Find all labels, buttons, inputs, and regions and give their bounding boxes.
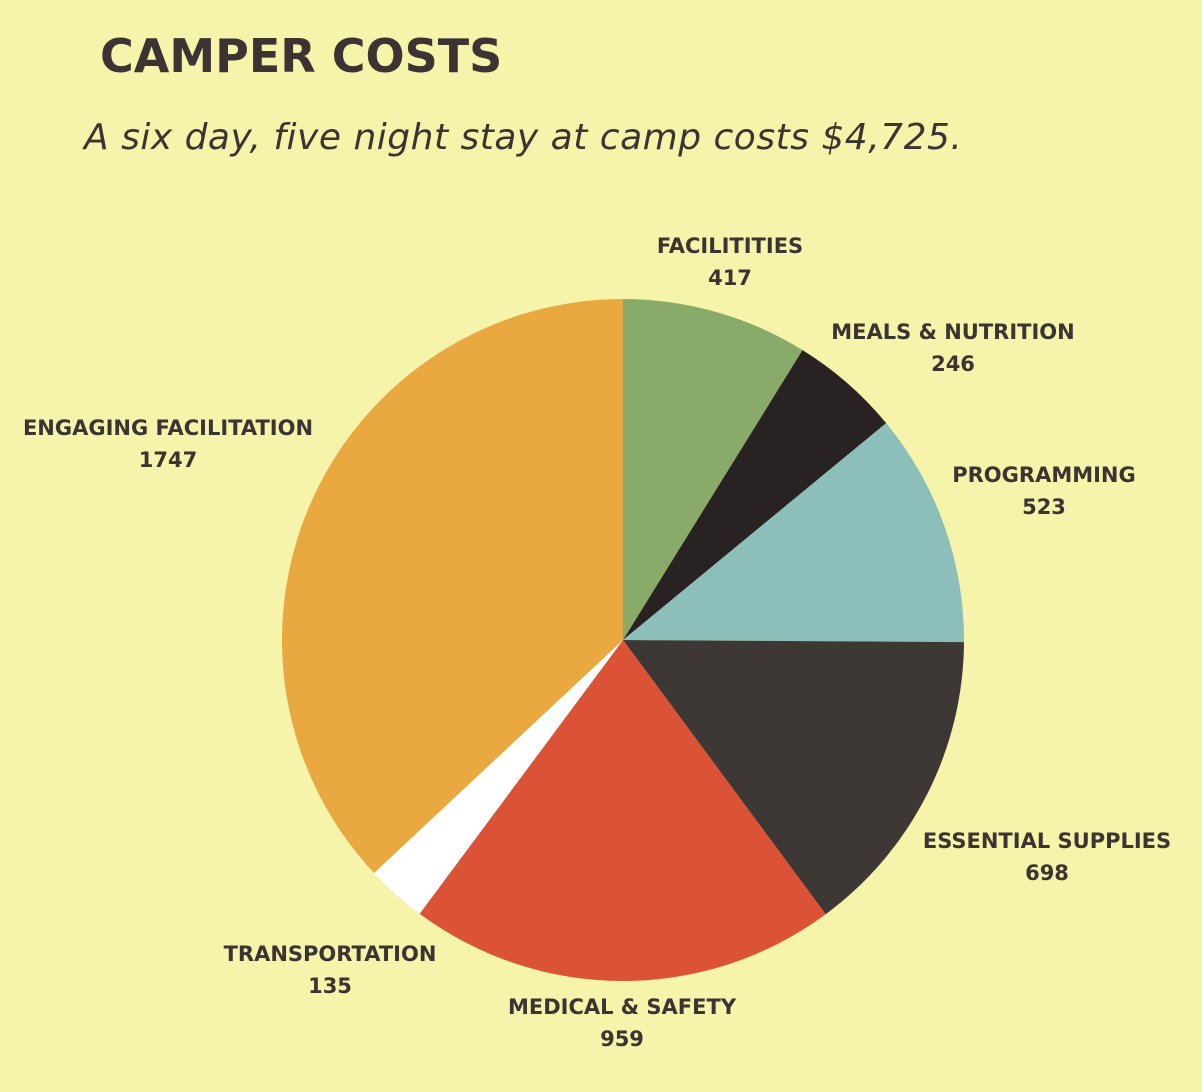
chart-title: CAMPER COSTS [100,29,503,83]
slice-value-facilitities: 417 [708,266,752,290]
slice-value-medical-safety: 959 [600,1027,644,1051]
slice-label-meals-nutrition: MEALS & NUTRITION [831,320,1074,344]
pie-slice-essential-supplies [623,640,964,915]
slice-value-transportation: 135 [308,974,352,998]
pie-slices [282,299,964,982]
slice-value-essential-supplies: 698 [1025,861,1069,885]
pie-slice-medical-safety [419,640,826,982]
pie-slice-transportation [374,640,623,914]
slice-label-medical-safety: MEDICAL & SAFETY [508,995,737,1019]
slice-value-engaging-facilitation: 1747 [139,448,197,472]
slice-label-essential-supplies: ESSENTIAL SUPPLIES [923,829,1171,853]
slice-label-programming: PROGRAMMING [952,463,1136,487]
pie-slice-programming [623,423,964,643]
chart-subtitle: A six day, five night stay at camp costs… [84,117,963,158]
pie-slice-meals-nutrition [623,350,887,640]
slice-label-engaging-facilitation: ENGAGING FACILITATION [23,416,313,440]
slice-value-programming: 523 [1022,495,1066,519]
slice-value-meals-nutrition: 246 [931,352,975,376]
slice-label-transportation: TRANSPORTATION [224,942,437,966]
pie-labels: FACILITITIES 417 MEALS & NUTRITION 246 PROGR… [23,234,1171,1051]
pie-slice-facilitities [623,299,803,640]
pie-slice-engaging-facilitation [282,299,623,874]
slice-label-facilitities: FACILITITIES [657,234,803,258]
